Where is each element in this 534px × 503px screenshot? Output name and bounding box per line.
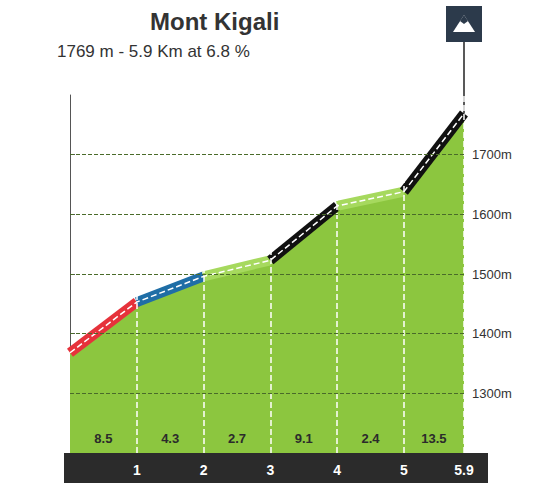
svg-text:5: 5 [400, 462, 408, 478]
svg-text:1769 m - 5.9 Km at 6.8 %: 1769 m - 5.9 Km at 6.8 % [57, 42, 250, 61]
svg-text:4.3: 4.3 [161, 431, 179, 446]
svg-text:2.7: 2.7 [228, 431, 246, 446]
svg-text:4: 4 [333, 462, 341, 478]
svg-text:2: 2 [200, 462, 208, 478]
svg-text:5.9: 5.9 [454, 462, 474, 478]
svg-text:1400m: 1400m [472, 326, 512, 341]
svg-text:Mont Kigali: Mont Kigali [150, 8, 279, 35]
svg-text:2.4: 2.4 [361, 431, 380, 446]
svg-text:1600m: 1600m [472, 207, 512, 222]
svg-text:9.1: 9.1 [295, 431, 313, 446]
svg-text:3: 3 [266, 462, 274, 478]
svg-text:1700m: 1700m [472, 147, 512, 162]
svg-text:13.5: 13.5 [421, 431, 446, 446]
svg-text:1: 1 [133, 462, 141, 478]
svg-text:1300m: 1300m [472, 386, 512, 401]
svg-text:1500m: 1500m [472, 267, 512, 282]
svg-text:8.5: 8.5 [94, 431, 112, 446]
